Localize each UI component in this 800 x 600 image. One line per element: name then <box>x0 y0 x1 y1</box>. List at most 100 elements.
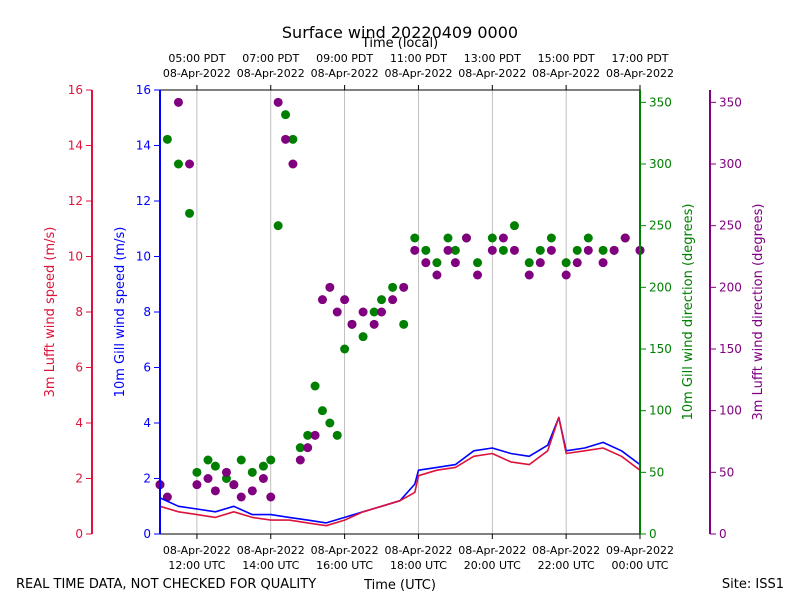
lufft-speed-tick-label: 8 <box>75 305 83 319</box>
3m-lufft-wind-direction-point <box>598 258 608 268</box>
gill-dir-tick-label: 350 <box>649 95 672 109</box>
top-axis-label: Time (local) <box>361 36 438 51</box>
lufft-dir-tick-label: 100 <box>719 404 742 418</box>
3m-lufft-wind-direction-point <box>487 245 497 255</box>
3m-lufft-wind-direction-point <box>377 307 387 317</box>
3m-lufft-wind-direction-point <box>162 492 172 502</box>
10m-gill-wind-direction-point <box>185 208 195 218</box>
3m-lufft-wind-direction-point <box>192 480 202 490</box>
top-tick-label-time: 11:00 PDT <box>390 52 447 65</box>
3m-lufft-wind-direction-point <box>347 319 357 329</box>
10m-gill-wind-direction-point <box>258 461 268 471</box>
10m-gill-wind-direction-point <box>432 258 442 268</box>
bottom-tick-label-time: 22:00 UTC <box>538 559 595 572</box>
10m-gill-wind-direction-point <box>266 455 276 465</box>
3m-lufft-wind-direction-point <box>620 233 630 243</box>
gill-dir-tick-label: 200 <box>649 280 672 294</box>
top-tick-label-date: 08-Apr-2022 <box>163 67 231 80</box>
bottom-tick-label-time: 00:00 UTC <box>611 559 668 572</box>
quality-disclaimer: REAL TIME DATA, NOT CHECKED FOR QUALITY <box>16 577 316 592</box>
gill-dir-tick-label: 300 <box>649 157 672 171</box>
10m-gill-wind-direction-point <box>236 455 246 465</box>
3m-lufft-wind-direction-point <box>609 245 619 255</box>
10m-gill-wind-direction-point <box>473 258 483 268</box>
10m-gill-wind-direction-point <box>487 233 497 243</box>
3m-lufft-wind-direction-point <box>509 245 519 255</box>
10m-gill-wind-direction-point <box>273 221 283 231</box>
lufft-speed-tick-label: 6 <box>75 361 83 375</box>
lufft-speed-tick-label: 12 <box>68 194 83 208</box>
3m-lufft-wind-direction-point <box>203 474 213 483</box>
3m-lufft-wind-direction-point <box>561 270 571 280</box>
gill-speed-tick-label: 8 <box>143 305 151 319</box>
3m-lufft-wind-direction-point <box>247 486 257 496</box>
bottom-tick-label-time: 16:00 UTC <box>316 559 373 572</box>
3m-lufft-wind-direction-point <box>546 245 556 255</box>
gill-dir-tick-label: 250 <box>649 219 672 233</box>
10m-gill-wind-direction-point <box>173 159 183 169</box>
lufft-dir-tick-label: 50 <box>719 465 734 479</box>
top-tick-label-date: 08-Apr-2022 <box>606 67 674 80</box>
lufft-speed-tick-label: 2 <box>75 472 83 486</box>
3m-lufft-wind-direction-point <box>185 159 195 169</box>
10m-gill-wind-direction-point <box>410 233 420 243</box>
3m-lufft-wind-direction-point <box>288 159 298 169</box>
lufft-dir-tick-label: 200 <box>719 280 742 294</box>
3m-lufft-wind-direction-point <box>229 480 239 490</box>
10m-gill-wind-direction-point <box>303 430 313 440</box>
lufft-speed-tick-label: 14 <box>68 139 83 153</box>
10m-gill-wind-direction-point <box>561 258 571 268</box>
gill-speed-tick-label: 0 <box>143 527 151 541</box>
10m-gill-wind-direction-point <box>535 245 545 255</box>
10m-gill-wind-direction-point <box>295 443 305 453</box>
3m-lufft-wind-direction-point <box>443 245 453 255</box>
3m-lufft-wind-direction-point <box>303 443 313 453</box>
10m-gill-wind-direction-point <box>210 461 220 471</box>
10m-gill-wind-direction-point <box>192 467 202 477</box>
bottom-tick-label-date: 09-Apr-2022 <box>606 544 674 557</box>
gill-dir-tick-label: 0 <box>649 527 657 541</box>
3m-lufft-wind-direction-point <box>388 295 398 305</box>
lufft-dir-tick-label: 300 <box>719 157 742 171</box>
10m-gill-wind-direction-point <box>369 307 379 317</box>
10m-gill-wind-direction-point <box>524 258 534 268</box>
3m-lufft-wind-direction-point <box>369 319 379 329</box>
3m-lufft-wind-speed-line <box>159 416 641 527</box>
10m-gill-wind-direction-point <box>332 430 342 440</box>
10m-gill-wind-direction-point <box>546 233 556 243</box>
bottom-tick-label-date: 08-Apr-2022 <box>163 544 231 557</box>
3m-lufft-wind-direction-point <box>498 233 508 243</box>
3m-lufft-wind-direction-point <box>410 245 420 255</box>
10m-gill-wind-direction-point <box>399 319 409 329</box>
lufft-dir-tick-label: 350 <box>719 95 742 109</box>
bottom-tick-label-date: 08-Apr-2022 <box>458 544 526 557</box>
10m-gill-wind-direction-point <box>325 418 335 428</box>
lufft-dir-tick-label: 150 <box>719 342 742 356</box>
10m-gill-wind-direction-point <box>358 332 368 342</box>
10m-gill-wind-direction-point <box>572 245 582 255</box>
10m-gill-wind-direction-point <box>310 381 320 391</box>
3m-lufft-wind-direction-point <box>524 270 534 280</box>
bottom-tick-label-time: 14:00 UTC <box>242 559 299 572</box>
lufft-dir-tick-label: 250 <box>719 219 742 233</box>
3m-lufft-wind-direction-point <box>317 295 327 305</box>
site-label: Site: ISS1 <box>722 577 784 592</box>
top-tick-label-date: 08-Apr-2022 <box>237 67 305 80</box>
top-tick-label-time: 07:00 PDT <box>242 52 299 65</box>
3m-lufft-wind-direction-point <box>266 492 276 502</box>
3m-lufft-wind-direction-point <box>358 307 368 317</box>
bottom-tick-label-date: 08-Apr-2022 <box>311 544 379 557</box>
10m-gill-wind-direction-point <box>317 406 327 416</box>
top-tick-label-date: 08-Apr-2022 <box>532 67 600 80</box>
lufft-speed-tick-label: 10 <box>68 250 83 264</box>
bottom-tick-label-date: 08-Apr-2022 <box>532 544 600 557</box>
lufft-dir-axis-label: 3m Lufft wind direction (degrees) <box>751 204 766 421</box>
lufft-speed-axis-label: 3m Lufft wind speed (m/s) <box>43 227 58 398</box>
3m-lufft-wind-direction-point <box>210 486 220 496</box>
top-tick-label-date: 08-Apr-2022 <box>311 67 379 80</box>
3m-lufft-wind-direction-point <box>221 467 231 477</box>
10m-gill-wind-direction-point <box>281 110 291 120</box>
10m-gill-wind-direction-point <box>443 233 453 243</box>
bottom-tick-label-date: 08-Apr-2022 <box>384 544 452 557</box>
